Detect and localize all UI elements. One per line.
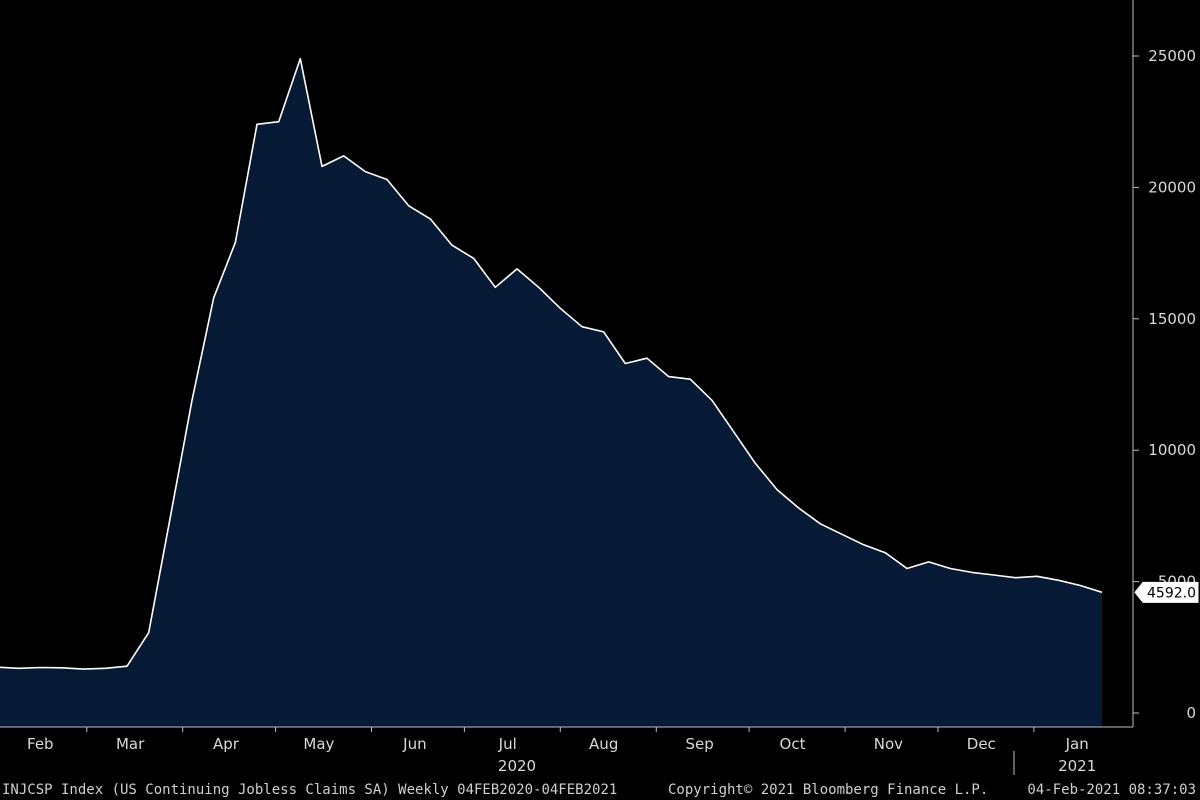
y-tick-label: 10000 <box>1148 441 1196 459</box>
series-area <box>0 58 1102 728</box>
y-tick-label: 20000 <box>1148 178 1196 196</box>
x-tick-label: Nov <box>874 735 903 753</box>
x-tick-label: Sep <box>685 735 713 753</box>
x-tick-label: Aug <box>589 735 618 753</box>
last-value-label: 4592.0 <box>1147 585 1196 601</box>
year-label: 2021 <box>1058 757 1096 775</box>
footer-timestamp: 04-Feb-2021 08:37:03 <box>1027 782 1196 798</box>
year-label: 2020 <box>498 757 536 775</box>
last-value-marker: 4592.0 <box>1134 581 1199 603</box>
last-value-tag <box>1134 581 1199 603</box>
x-tick-label: Dec <box>967 735 996 753</box>
x-tick-label: Mar <box>116 735 145 753</box>
y-tick-label: 15000 <box>1148 310 1196 328</box>
footer: INJCSP Index (US Continuing Jobless Clai… <box>2 782 1196 798</box>
x-tick-label: Jan <box>1065 735 1089 753</box>
x-tick-label: May <box>303 735 334 753</box>
x-axis: Feb Mar Apr May Jun Jul Aug Sep Oct Nov Dec Jan 2020… <box>0 726 1133 775</box>
plot-area <box>0 57 1103 728</box>
x-tick-label: Feb <box>27 735 54 753</box>
series-line <box>0 57 1103 670</box>
y-tick-label: 25000 <box>1148 47 1196 65</box>
x-tick-label: Jun <box>402 735 426 753</box>
footer-index-description: INJCSP Index (US Continuing Jobless Clai… <box>2 782 617 798</box>
x-tick-label: Apr <box>213 735 240 753</box>
footer-copyright: Copyright© 2021 Bloomberg Finance L.P. <box>668 782 988 798</box>
y-tick-label: 0 <box>1186 704 1196 722</box>
x-tick-label: Jul <box>498 735 517 753</box>
x-tick-label: Oct <box>780 735 806 753</box>
